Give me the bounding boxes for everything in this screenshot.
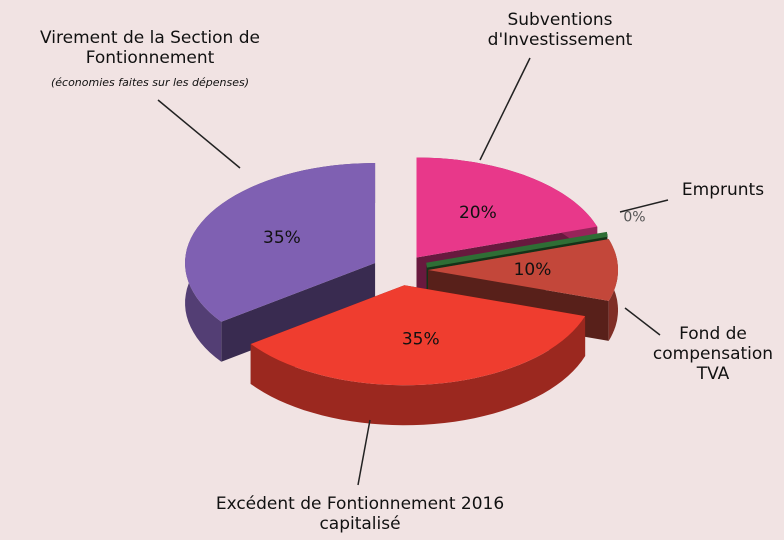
slice xyxy=(185,163,376,322)
slice-label: Virement de la Section de Fontionnement xyxy=(40,28,260,68)
slice-label: Excédent de Fontionnement 2016 capitalis… xyxy=(215,494,505,534)
leader xyxy=(479,57,531,161)
annotation: (économies faites sur les dépenses) xyxy=(50,76,250,89)
slice xyxy=(426,231,608,268)
leader xyxy=(619,199,669,213)
slice xyxy=(428,239,618,301)
slice xyxy=(416,157,598,258)
value-label: 20% xyxy=(459,203,497,223)
slice xyxy=(250,285,586,386)
leader xyxy=(624,307,661,336)
slice-wall xyxy=(250,316,586,426)
slice-side xyxy=(221,263,376,362)
leader xyxy=(357,419,371,486)
value-label: 0% xyxy=(623,210,645,226)
slice-label: Subventions d'Investissement xyxy=(487,10,633,50)
slice-label: Fond de compensation TVA xyxy=(652,324,774,384)
leader xyxy=(157,99,241,169)
leaders xyxy=(157,57,669,486)
value-label: 10% xyxy=(514,260,552,280)
value-label: 35% xyxy=(263,228,301,248)
slices xyxy=(185,157,618,426)
value-label: 35% xyxy=(402,330,440,350)
slice-label: Emprunts xyxy=(681,180,765,200)
